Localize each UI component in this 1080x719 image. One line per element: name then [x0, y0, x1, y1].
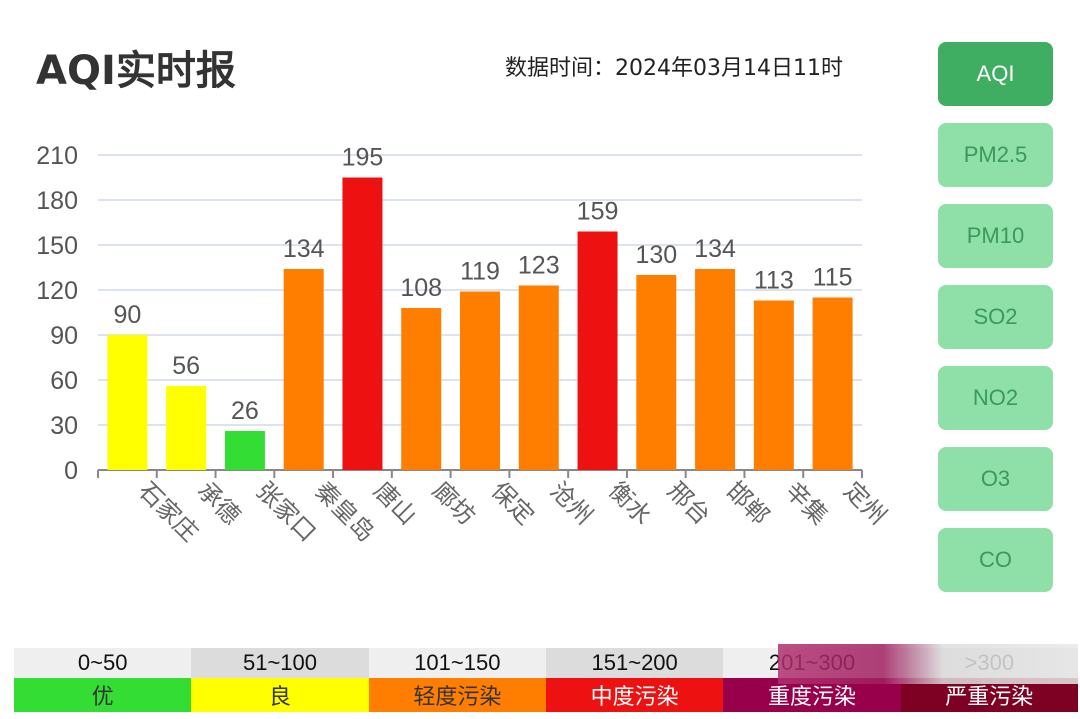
data-label: 115 — [813, 264, 853, 292]
bar — [518, 285, 559, 470]
bar — [107, 335, 148, 470]
legend-level: 良 — [191, 678, 369, 712]
x-tick-label: 保定 — [486, 476, 540, 530]
bar — [224, 431, 265, 470]
tab-pm25[interactable]: PM2.5 — [938, 123, 1053, 187]
bar — [283, 269, 324, 470]
aqi-bar-chart: 030609012015018021090石家庄56承德26张家口134秦皇岛1… — [36, 142, 892, 547]
data-label: 134 — [694, 235, 736, 263]
obscuring-overlay — [778, 644, 1078, 684]
page-title: AQI实时报 — [36, 48, 236, 94]
data-label: 56 — [172, 352, 200, 380]
legend-range: 101~150 — [368, 648, 546, 678]
bar — [401, 308, 442, 470]
y-tick-label: 120 — [36, 277, 78, 305]
x-tick-label: 定州 — [838, 476, 892, 530]
legend-level: 轻度污染 — [368, 678, 546, 712]
x-tick-label: 辛集 — [780, 476, 834, 530]
legend-item: 101~150 轻度污染 — [368, 648, 546, 712]
data-label: 90 — [113, 301, 141, 329]
tab-co[interactable]: CO — [938, 528, 1053, 592]
x-tick-label: 沧州 — [545, 476, 599, 530]
bar — [812, 297, 853, 470]
tab-so2[interactable]: SO2 — [938, 285, 1053, 349]
tab-aqi[interactable]: AQI — [938, 42, 1053, 106]
tab-o3[interactable]: O3 — [938, 447, 1053, 511]
data-label: 130 — [635, 241, 677, 269]
data-label: 119 — [460, 258, 500, 286]
bar — [695, 269, 736, 470]
x-tick-label: 石家庄 — [133, 476, 204, 547]
y-tick-label: 90 — [50, 322, 78, 350]
data-label: 134 — [283, 235, 325, 263]
x-tick-label: 邯郸 — [721, 476, 775, 530]
bar — [460, 291, 500, 470]
legend-level: 中度污染 — [545, 678, 724, 712]
legend-item: 0~50 优 — [14, 648, 192, 712]
x-tick-label: 邢台 — [662, 476, 716, 530]
bar — [577, 231, 618, 470]
pollutant-selector: AQI PM2.5 PM10 SO2 NO2 O3 CO — [938, 42, 1053, 609]
legend-range: 51~100 — [191, 648, 369, 678]
data-label: 108 — [400, 274, 442, 302]
y-tick-label: 30 — [50, 412, 78, 440]
data-time: 数据时间：2024年03月14日11时 — [505, 56, 843, 81]
data-label: 159 — [577, 198, 619, 226]
x-tick-label: 衡水 — [603, 476, 657, 530]
legend-range: 151~200 — [545, 648, 724, 678]
y-tick-label: 60 — [50, 367, 78, 395]
y-tick-label: 210 — [36, 142, 78, 170]
legend-item: 151~200 中度污染 — [545, 648, 724, 712]
bar — [753, 300, 794, 470]
data-label: 113 — [754, 267, 794, 295]
legend-level: 优 — [14, 678, 192, 712]
data-label: 195 — [342, 144, 384, 172]
bar — [166, 386, 207, 470]
bar — [342, 177, 383, 470]
legend-range: 0~50 — [14, 648, 192, 678]
x-tick-label: 张家口 — [251, 476, 322, 547]
x-tick-label: 秦皇岛 — [309, 476, 380, 547]
y-tick-label: 150 — [36, 232, 78, 260]
y-tick-label: 180 — [36, 187, 78, 215]
x-tick-label: 廊坊 — [427, 476, 481, 530]
legend-item: 51~100 良 — [191, 648, 369, 712]
data-label: 123 — [518, 252, 560, 280]
data-label: 26 — [231, 397, 259, 425]
tab-no2[interactable]: NO2 — [938, 366, 1053, 430]
y-tick-label: 0 — [64, 457, 78, 485]
bar — [636, 275, 677, 470]
tab-pm10[interactable]: PM10 — [938, 204, 1053, 268]
